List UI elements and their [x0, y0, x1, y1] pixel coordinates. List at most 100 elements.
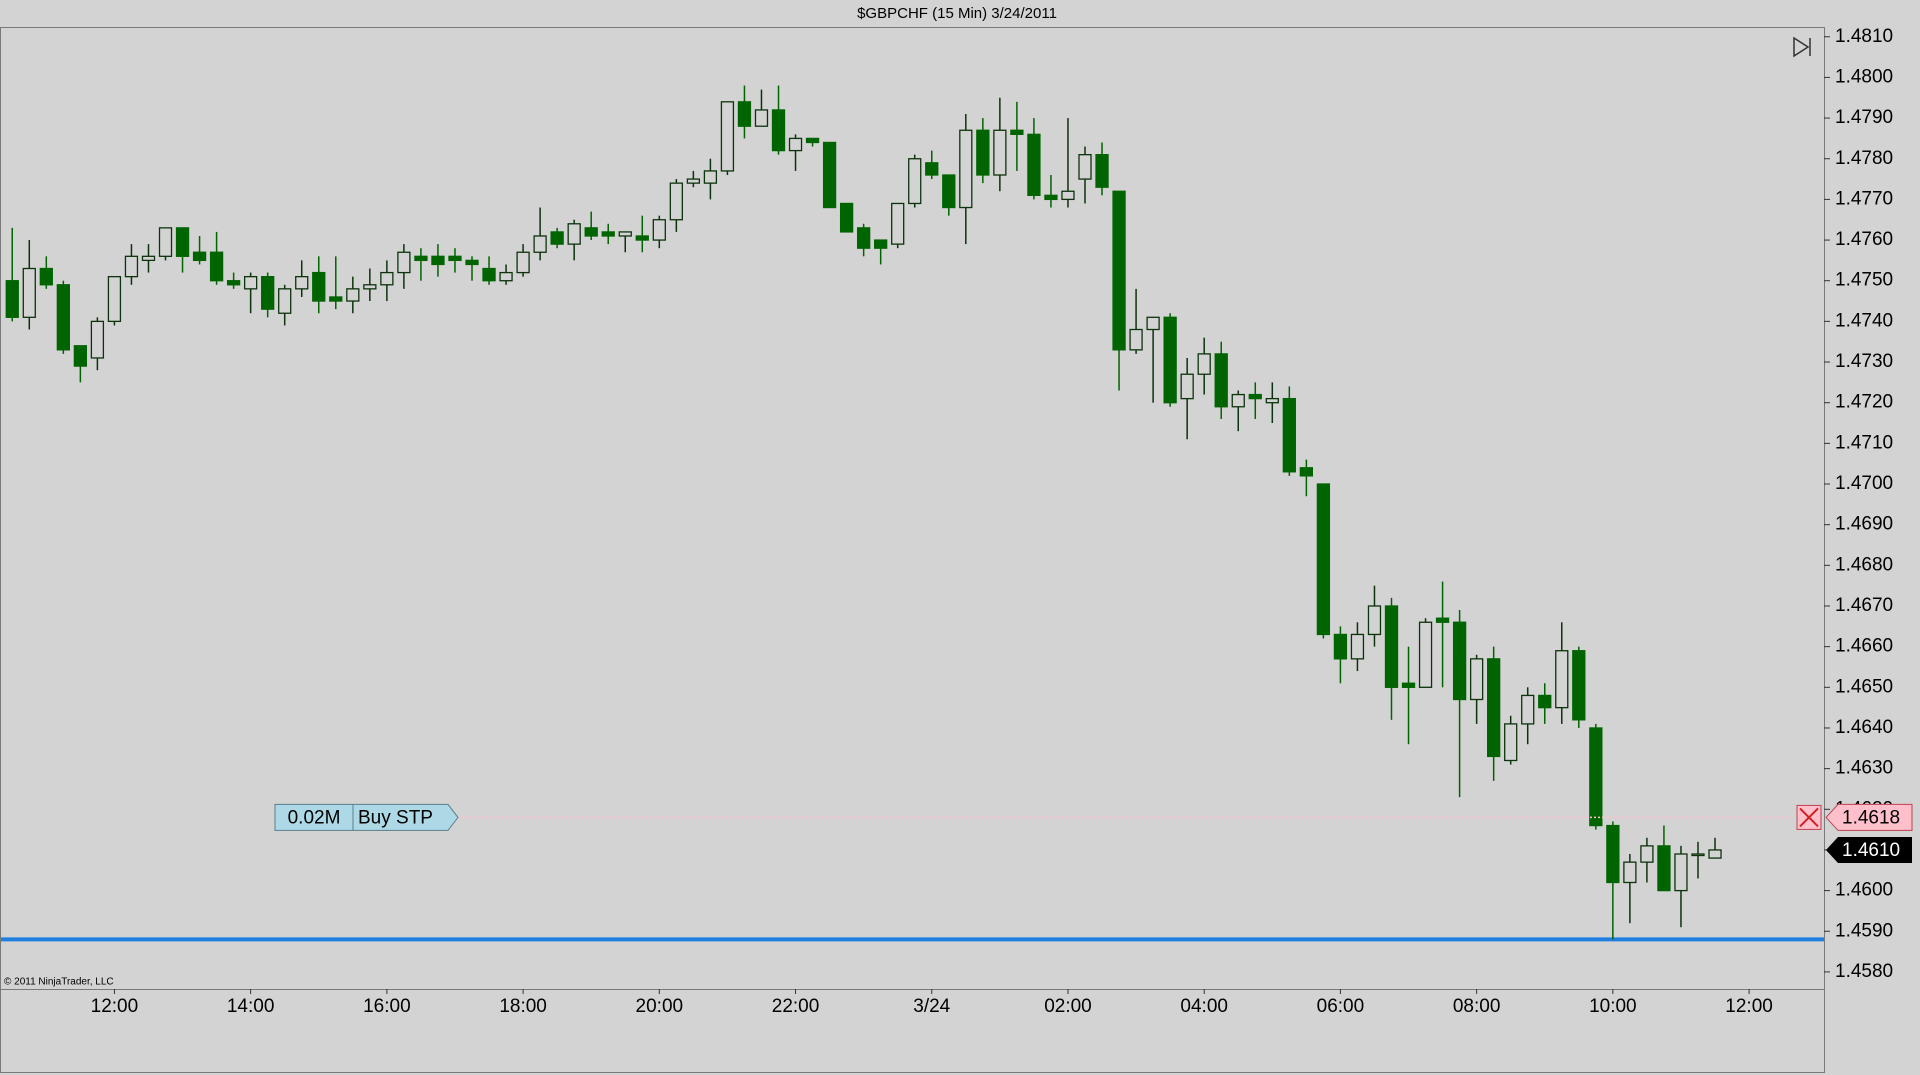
candle-body: [414, 255, 428, 262]
candle-body: [1401, 682, 1416, 688]
y-tick-label: 1.4720: [1835, 392, 1893, 413]
candle-body: [1384, 605, 1399, 688]
candle-body: [1044, 194, 1058, 201]
candle-body: [618, 231, 632, 237]
x-tick-label: 3/24: [913, 996, 950, 1017]
candle-body: [1214, 353, 1228, 408]
candle-body: [90, 320, 105, 359]
candle-body: [669, 182, 683, 221]
candle-body: [1538, 694, 1552, 709]
x-tick-label: 04:00: [1180, 996, 1228, 1017]
candle-body: [261, 275, 275, 310]
candle-body: [822, 141, 837, 209]
candle-body: [5, 280, 19, 318]
candle-body: [243, 275, 258, 290]
candle-body: [1027, 133, 1041, 196]
candle-body: [1469, 658, 1484, 701]
candle-body: [1555, 650, 1569, 709]
candle-body: [278, 288, 292, 314]
candle-body: [226, 280, 241, 286]
candle-body: [1589, 727, 1603, 827]
candle-body: [482, 267, 496, 282]
candle-body: [567, 223, 581, 245]
y-tick-label: 1.4630: [1835, 758, 1893, 779]
candle-body: [1435, 617, 1450, 623]
x-tick-label: 12:00: [1725, 996, 1773, 1017]
order-label-box: [274, 803, 459, 831]
candle-body: [1657, 845, 1671, 892]
candle-body: [1504, 723, 1518, 762]
order-type: Buy STP: [358, 807, 433, 828]
y-tick-label: 1.4760: [1835, 229, 1893, 250]
last-price-label: 1.4610: [1842, 840, 1900, 861]
candle-body: [976, 129, 990, 176]
candle-body: [1316, 483, 1331, 636]
candle-body: [1691, 853, 1705, 857]
candle-body: [56, 284, 70, 351]
x-tick-label: 20:00: [636, 996, 684, 1017]
candle-body: [1521, 694, 1535, 725]
candle-body: [908, 158, 922, 205]
candle-body: [635, 235, 649, 241]
candle-body: [295, 275, 309, 290]
order-label[interactable]: 0.02M Buy STP: [274, 803, 459, 831]
candle-body: [1248, 393, 1262, 400]
last-price-marker: [1826, 836, 1912, 863]
candle-body: [737, 101, 752, 127]
candle-body: [959, 129, 973, 209]
candle-body: [1487, 658, 1501, 758]
candle-body: [1231, 393, 1245, 408]
candle-body: [874, 239, 888, 249]
y-tick-label: 1.4770: [1835, 188, 1893, 209]
candle-body: [771, 109, 786, 152]
y-tick-label: 1.4740: [1835, 310, 1893, 331]
candle-body: [533, 235, 547, 253]
candle-body: [448, 255, 462, 262]
candle-body: [1010, 129, 1024, 135]
y-tick-label: 1.4670: [1835, 595, 1893, 616]
candle-body: [788, 137, 803, 152]
y-tick-label: 1.4710: [1835, 432, 1893, 453]
candle-body: [39, 267, 53, 286]
candle-body: [891, 202, 905, 245]
candle-body: [329, 296, 343, 302]
scroll-end-icon: [1793, 36, 1810, 58]
candle-body: [516, 251, 530, 274]
candle-body: [209, 251, 224, 282]
x-tick-label: 12:00: [91, 996, 139, 1017]
candle-body: [465, 259, 479, 266]
time-axis-frame: [0, 989, 1825, 1073]
candle-body: [1367, 605, 1382, 636]
candle-body: [856, 227, 871, 249]
candle-body: [312, 271, 326, 302]
x-tick-label: 02:00: [1044, 996, 1092, 1017]
candle-body: [1674, 853, 1688, 892]
candle-body: [703, 170, 718, 184]
candle-body: [601, 231, 615, 237]
candle-body: [1452, 621, 1467, 701]
candle-body: [805, 137, 820, 144]
y-tick-label: 1.4580: [1835, 961, 1893, 982]
candle-body: [925, 162, 939, 176]
copyright: © 2011 NinjaTrader, LLC: [4, 977, 114, 988]
candle-body: [158, 227, 173, 257]
candle-body: [1146, 316, 1160, 331]
x-tick-label: 18:00: [499, 996, 547, 1017]
candle-body: [584, 227, 598, 237]
candle-body: [124, 255, 139, 278]
candle-body: [175, 227, 190, 257]
candle-body: [1418, 621, 1433, 688]
candle-body: [720, 101, 735, 172]
candle-body: [431, 255, 445, 266]
y-tick-label: 1.4600: [1835, 880, 1893, 901]
candle-body: [192, 251, 207, 262]
candle-body: [1282, 397, 1296, 473]
candle-body: [1129, 328, 1143, 351]
candle-body: [1606, 824, 1620, 884]
cancel-order-button[interactable]: [1796, 804, 1822, 830]
order-quantity: 0.02M: [288, 807, 341, 828]
y-tick-label: 1.4640: [1835, 717, 1893, 738]
candle-body: [942, 174, 956, 209]
scroll-end-button[interactable]: [1793, 36, 1811, 58]
